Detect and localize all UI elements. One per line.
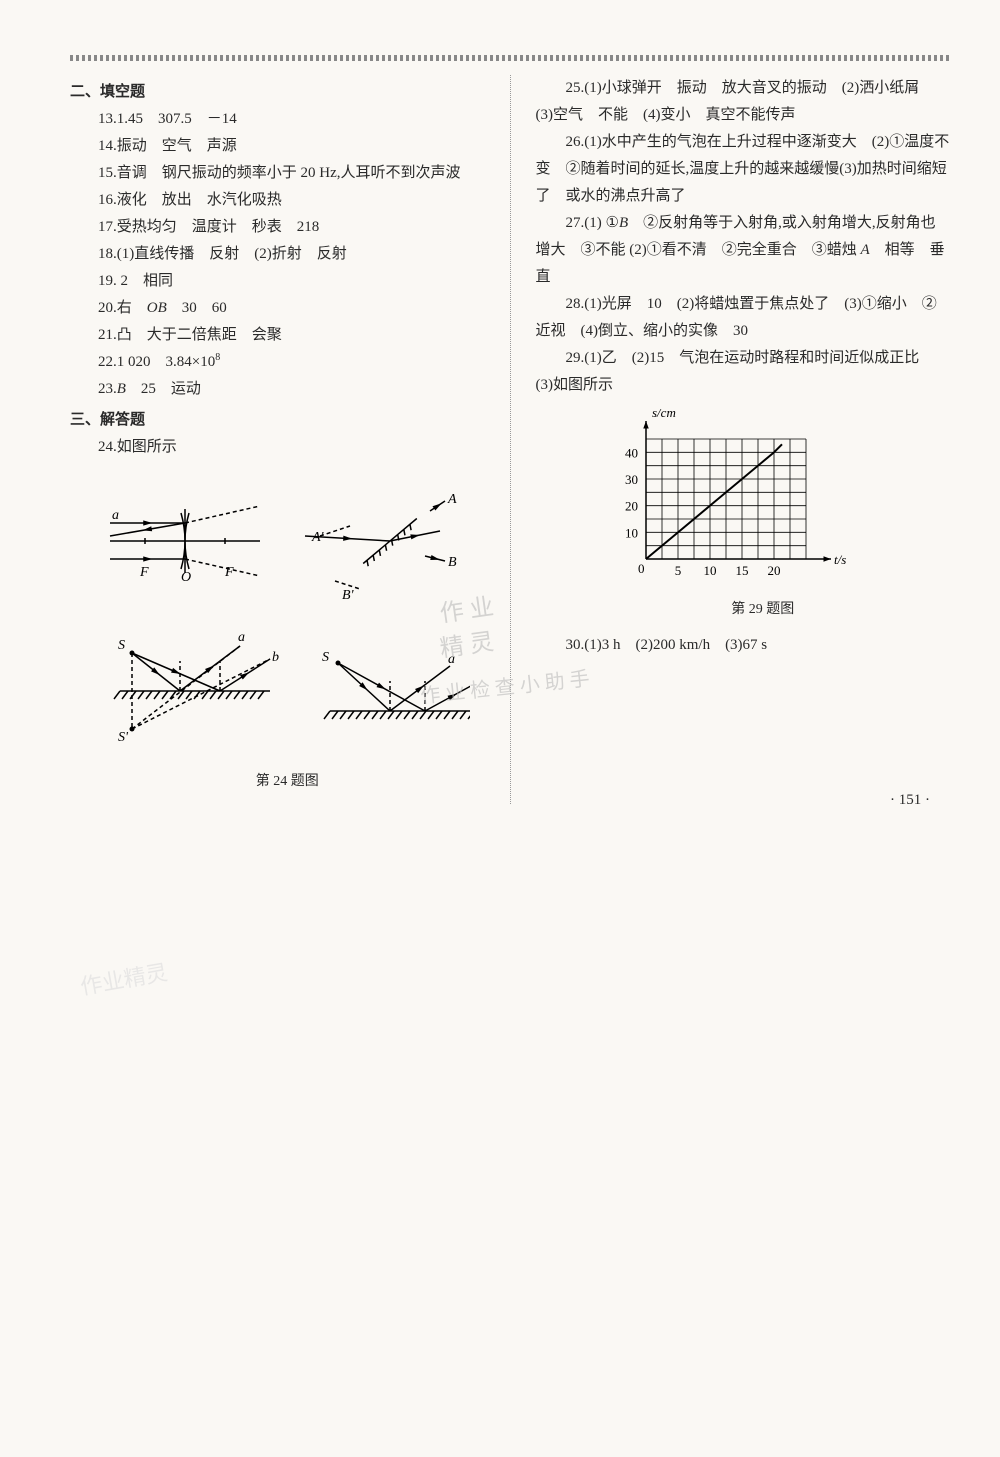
top-border-decoration (70, 55, 950, 61)
answer-13: 13.1.45 307.5 －14 (98, 106, 485, 133)
caption-29: 第 29 题图 (576, 597, 951, 622)
answer-25: 25.(1)小球弹开 振动 放大音叉的振动 (2)洒小纸屑 (3)空气 不能 (… (536, 75, 951, 129)
svg-text:a: a (112, 508, 119, 523)
answer-16: 16.液化 放出 水汽化吸热 (98, 187, 485, 214)
svg-text:15: 15 (735, 563, 748, 578)
left-column: 二、填空题 13.1.45 307.5 －14 14.振动 空气 声源 15.音… (70, 75, 485, 804)
answer-18: 18.(1)直线传播 反射 (2)折射 反射 (98, 241, 485, 268)
svg-text:b: b (272, 650, 279, 665)
answer-20-ob: OB (147, 300, 167, 316)
answer-29: 29.(1)乙 (2)15 气泡在运动时路程和时间近似成正比 (3)如图所示 (536, 345, 951, 399)
svg-text:F: F (224, 565, 234, 580)
answer-27: 27.(1) ①B ②反射角等于入射角,或入射角增大,反射角也增大 ③不能 (2… (536, 210, 951, 291)
answer-29-text: 29.(1)乙 (2)15 气泡在运动时路程和时间近似成正比 (3)如图所示 (536, 350, 935, 393)
svg-text:A: A (447, 492, 457, 507)
page-number: · 151 · (890, 787, 930, 814)
caption-24: 第 24 题图 (90, 769, 485, 794)
answer-26: 26.(1)水中产生的气泡在上升过程中逐渐变大 (2)①温度不变 ②随着时间的延… (536, 129, 951, 210)
answer-27-a: A (861, 242, 870, 258)
right-column: 25.(1)小球弹开 振动 放大音叉的振动 (2)洒小纸屑 (3)空气 不能 (… (536, 75, 951, 804)
svg-text:a: a (448, 652, 455, 667)
answer-22: 22.1 020 3.84×108 (98, 349, 485, 376)
svg-text:s/cm: s/cm (652, 409, 676, 420)
answer-22-exp: 8 (215, 352, 220, 363)
answer-27-b: B (619, 215, 628, 231)
svg-text:20: 20 (625, 499, 638, 514)
watermark-4: 作业精灵 (77, 953, 171, 1007)
chart-29-svg: 5 10 15 20 10 20 30 40 0 s/cm t/s (596, 409, 856, 589)
svg-text:B': B' (342, 588, 355, 603)
svg-text:F: F (139, 565, 149, 580)
answer-19: 19. 2 相同 (98, 268, 485, 295)
svg-text:10: 10 (625, 525, 638, 540)
svg-text:0: 0 (638, 561, 645, 576)
svg-text:20: 20 (767, 563, 780, 578)
answer-25-text: 25.(1)小球弹开 振动 放大音叉的振动 (2)洒小纸屑 (3)空气 不能 (… (536, 80, 935, 123)
answer-22-pre: 22.1 020 3.84×10 (98, 354, 215, 370)
svg-text:a: a (238, 630, 245, 645)
answer-26-text: 26.(1)水中产生的气泡在上升过程中逐渐变大 (2)①温度不变 ②随着时间的延… (536, 134, 950, 204)
chart-29: 5101520102030400s/cmt/s 第 29 题图 (596, 409, 951, 622)
answer-20: 20.右 OB 30 60 (98, 295, 485, 322)
answer-23-post: 25 运动 (126, 381, 201, 397)
answer-28: 28.(1)光屏 10 (2)将蜡烛置于焦点处了 (3)①缩小 ②近视 (4)倒… (536, 291, 951, 345)
answer-17: 17.受热均匀 温度计 秒表 218 (98, 214, 485, 241)
answer-27-pre: 27.(1) ① (566, 215, 619, 231)
answer-20-post: 30 60 (167, 300, 227, 316)
diagram-24-svg: aFFOABA'B'SabS'Sab (90, 481, 470, 761)
answer-14: 14.振动 空气 声源 (98, 133, 485, 160)
answer-24: 24.如图所示 (98, 434, 485, 461)
section-title-fillblank: 二、填空题 (70, 79, 485, 106)
section-title-solve: 三、解答题 (70, 407, 485, 434)
answer-15: 15.音调 钢尺振动的频率小于 20 Hz,人耳听不到次声波 (98, 160, 485, 187)
svg-text:S: S (118, 638, 125, 653)
svg-text:40: 40 (625, 445, 638, 460)
svg-text:O: O (181, 570, 191, 585)
diagram-24: aFFOABA'B'SabS'Sab 第 24 题图 (90, 481, 485, 794)
svg-text:S: S (322, 650, 329, 665)
column-divider (510, 75, 511, 804)
answer-30: 30.(1)3 h (2)200 km/h (3)67 s (536, 632, 951, 659)
answer-23-b: B (117, 381, 126, 397)
answer-23: 23.B 25 运动 (98, 376, 485, 403)
svg-text:t/s: t/s (834, 552, 846, 567)
svg-text:S': S' (118, 730, 129, 745)
answer-21: 21.凸 大于二倍焦距 会聚 (98, 322, 485, 349)
answer-28-text: 28.(1)光屏 10 (2)将蜡烛置于焦点处了 (3)①缩小 ②近视 (4)倒… (536, 296, 937, 339)
answer-20-pre: 20.右 (98, 300, 147, 316)
answer-23-pre: 23. (98, 381, 117, 397)
svg-text:30: 30 (625, 472, 638, 487)
svg-text:5: 5 (674, 563, 681, 578)
svg-text:10: 10 (703, 563, 716, 578)
svg-text:B: B (448, 555, 457, 570)
